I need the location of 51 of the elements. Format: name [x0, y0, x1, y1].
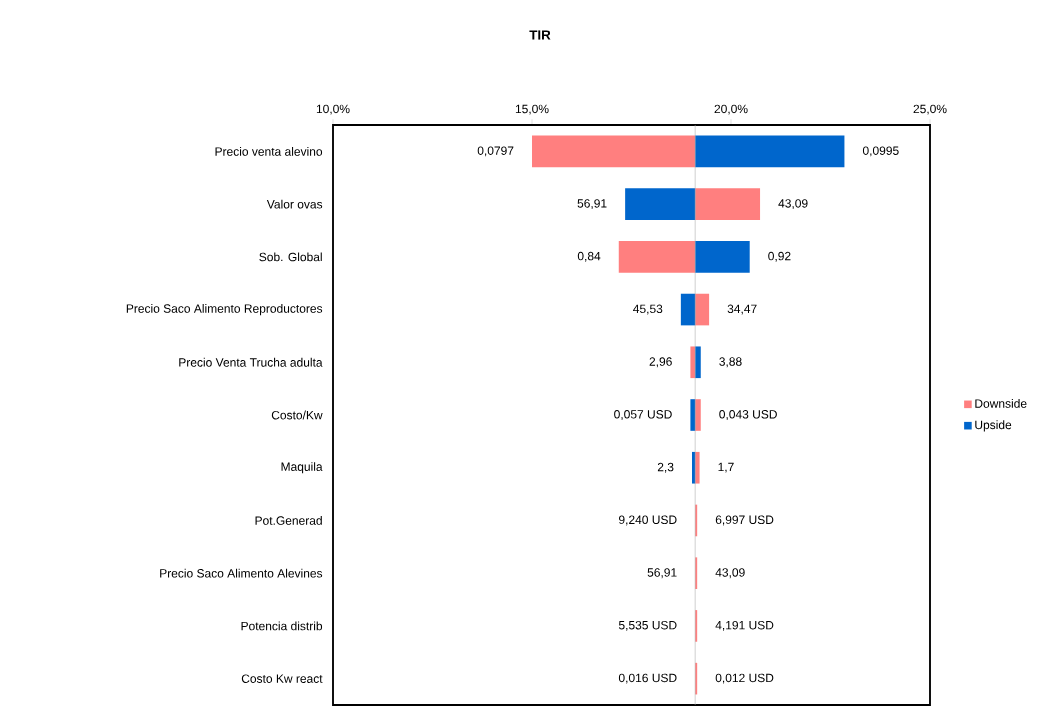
- annotation: 0,057 USD: [614, 410, 672, 420]
- annotation: 56,91: [577, 199, 607, 210]
- annotation: 0,0995: [862, 146, 899, 157]
- bar: [680, 293, 696, 326]
- annotation: 9,240 USD: [619, 515, 677, 526]
- bar: [695, 188, 761, 220]
- annotation: 4,191 USD: [715, 620, 774, 631]
- x-tick-label: 20,0%: [714, 104, 748, 115]
- y-tick-label: Maquila: [281, 462, 323, 474]
- y-tick-label: Valor ovas: [266, 199, 323, 209]
- bar: [695, 293, 710, 326]
- annotation: 0,0797: [477, 146, 514, 157]
- bar: [690, 346, 696, 379]
- y-tick-label: Precio venta alevino: [215, 146, 323, 156]
- y-tick-label: Precio Saco Alimento Alevines: [160, 568, 323, 578]
- y-tick-label: Costo/Kw: [271, 410, 323, 420]
- bar: [695, 135, 845, 168]
- annotation: 0,016 USD: [618, 673, 677, 684]
- annotation: 0,043 USD: [719, 410, 777, 420]
- annotation: 1,7: [718, 462, 734, 473]
- y-tick-label: Potencia distrib: [241, 621, 323, 631]
- annotation: 0,84: [577, 251, 601, 262]
- bar: [695, 241, 750, 273]
- chart-title: TIR: [529, 30, 551, 40]
- y-tick-label: Costo Kw react: [241, 674, 323, 683]
- legend-label: Downside: [975, 398, 1027, 408]
- annotation: 5,535 USD: [618, 620, 677, 631]
- y-tick-label: Precio Venta Trucha adulta: [179, 357, 323, 367]
- annotation: 6,997 USD: [715, 515, 774, 526]
- x-tick-label: 15,0%: [515, 104, 549, 115]
- annotation: 3,88: [719, 357, 742, 368]
- y-tick-label: Pot.Generad: [255, 516, 322, 525]
- bar: [692, 451, 696, 484]
- x-tick-label: 10,0%: [316, 104, 350, 115]
- annotation: 0,92: [768, 251, 791, 262]
- y-tick-label: Precio Saco Alimento Reproductores: [126, 303, 323, 316]
- annotation: 43,09: [778, 199, 808, 210]
- bar: [618, 241, 696, 273]
- bar: [690, 399, 696, 431]
- y-tick-label: Sob. Global: [259, 252, 322, 262]
- bar: [625, 188, 696, 220]
- annotation: 45,53: [633, 304, 663, 315]
- x-tick-label: 25,0%: [913, 104, 947, 115]
- annotation: 43,09: [715, 568, 745, 579]
- annotation: 56,91: [647, 568, 677, 579]
- annotation: 34,47: [727, 304, 757, 315]
- legend-label: Upside: [975, 420, 1012, 432]
- annotation: 0,012 USD: [715, 673, 774, 684]
- annotation: 2,3: [657, 462, 674, 473]
- annotation: 2,96: [649, 357, 672, 368]
- bar: [532, 135, 696, 168]
